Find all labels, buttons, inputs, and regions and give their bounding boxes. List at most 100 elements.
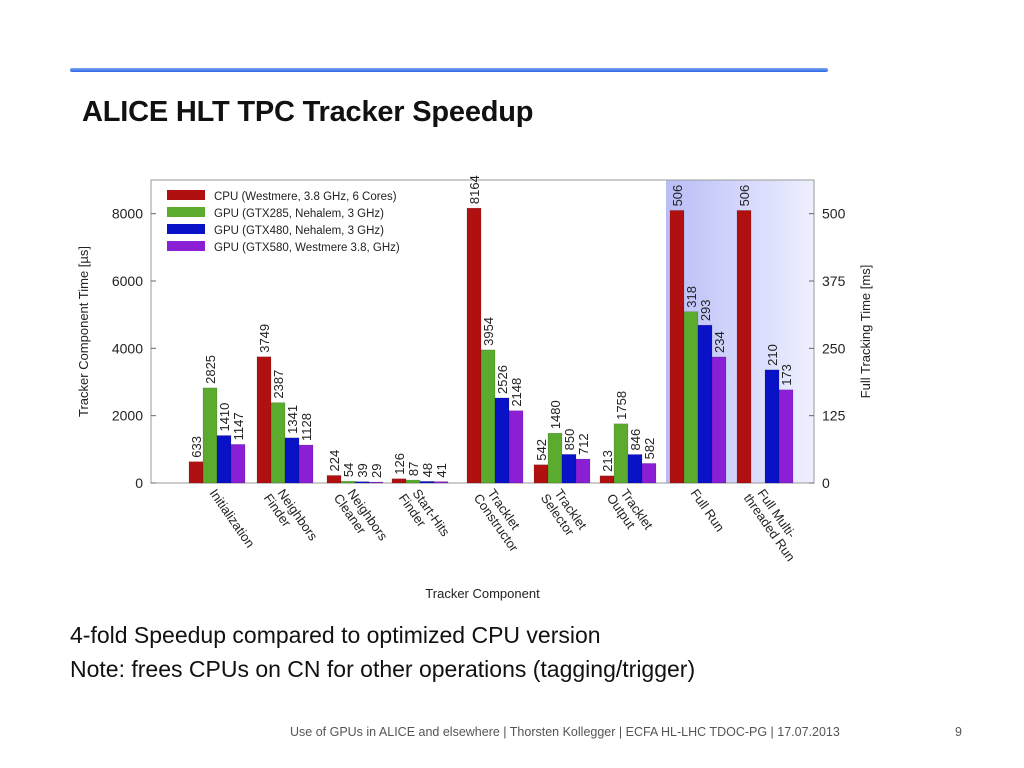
bar-label-8-0: 506 <box>737 185 752 207</box>
bar-label-4-1: 3954 <box>481 317 496 346</box>
bar-label-6-1: 1758 <box>614 391 629 420</box>
bar-label-2-1: 54 <box>341 463 356 477</box>
bar-label-7-2: 293 <box>698 299 713 321</box>
bar-8-2 <box>764 369 780 484</box>
bullet-note: Note: frees CPUs on CN for other operati… <box>70 656 696 682</box>
bar-label-0-2: 1410 <box>217 403 232 432</box>
legend-swatch-2 <box>167 224 205 234</box>
bar-3-2 <box>419 481 435 484</box>
bar-3-0 <box>391 478 407 484</box>
bar-label-5-2: 850 <box>562 429 577 451</box>
legend-swatch-1 <box>167 207 205 217</box>
y-right-axis-title: Full Tracking Time [ms] <box>858 265 873 399</box>
y-tick-label-0: 0 <box>135 475 143 491</box>
bar-4-0 <box>466 207 482 484</box>
bar-label-4-2: 2526 <box>495 365 510 394</box>
y-tick-label-1: 2000 <box>112 408 143 424</box>
bar-2-1 <box>340 480 356 484</box>
bar-5-2 <box>561 454 577 484</box>
bar-6-2 <box>627 454 643 484</box>
slide-title: ALICE HLT TPC Tracker Speedup <box>82 96 534 128</box>
bar-label-3-0: 126 <box>392 453 407 475</box>
y-tick-label-2: 4000 <box>112 340 143 356</box>
x-tick-label-3: Start-HitsFinder <box>396 483 453 548</box>
x-tick-label-8: Full Multi-threaded Run <box>741 483 810 564</box>
slide-footer: Use of GPUs in ALICE and elsewhere | Tho… <box>290 725 840 739</box>
bar-0-3 <box>230 444 246 484</box>
bar-label-4-0: 8164 <box>467 175 482 204</box>
bar-label-1-2: 1341 <box>285 405 300 434</box>
page-number: 9 <box>955 725 962 739</box>
bar-label-0-1: 2825 <box>203 355 218 384</box>
bullet-speedup: 4-fold Speedup compared to optimized CPU… <box>70 622 601 648</box>
title-underline <box>70 68 828 72</box>
bar-0-2 <box>216 435 232 484</box>
bar-label-5-0: 542 <box>534 439 549 461</box>
bar-label-2-0: 224 <box>327 450 342 472</box>
bar-0-1 <box>202 387 218 484</box>
bar-2-3 <box>368 481 384 484</box>
bar-label-1-0: 3749 <box>257 324 272 353</box>
x-tick-label-6: TrackletOutput <box>604 483 657 541</box>
bar-chart: 0 2000 4000 6000 8000 0 125 250 375 500 Tracker Co… <box>76 175 873 601</box>
legend-label-1: GPU (GTX285, Nehalem, 3 GHz) <box>214 208 384 220</box>
bar-label-6-2: 846 <box>628 429 643 451</box>
legend-label-0: CPU (Westmere, 3.8 GHz, 6 Cores) <box>214 191 397 203</box>
bar-3-1 <box>405 479 421 484</box>
x-tick-label-2: NeighborsCleaner <box>331 483 391 552</box>
bar-7-3 <box>711 356 727 484</box>
y-right-tick-label-3: 375 <box>822 273 846 289</box>
bar-8-3 <box>778 389 794 484</box>
y-right-tick-label-0: 0 <box>822 475 830 491</box>
bar-5-0 <box>533 464 549 484</box>
y-tick-label-4: 8000 <box>112 206 143 222</box>
x-tick-label-0: Initialization <box>207 486 258 550</box>
bar-1-3 <box>298 444 314 484</box>
bar-4-1 <box>480 349 496 484</box>
y-right-tick-label-2: 250 <box>822 340 846 356</box>
bar-5-1 <box>547 432 563 484</box>
x-tick-label-7: Full Run <box>688 486 728 534</box>
bar-label-7-1: 318 <box>684 286 699 308</box>
bar-label-8-3: 173 <box>779 364 794 386</box>
bar-7-0 <box>669 210 685 484</box>
bar-2-0 <box>326 475 342 484</box>
bar-label-3-3: 41 <box>434 463 449 477</box>
y-right-tick-label-1: 125 <box>822 408 846 424</box>
bar-label-6-3: 582 <box>642 438 657 460</box>
bar-6-1 <box>613 423 629 484</box>
x-tick-label-5: TrackletSelector <box>538 483 591 541</box>
y-right-tick-label-4: 500 <box>822 206 846 222</box>
bar-label-0-0: 633 <box>189 436 204 458</box>
bar-label-1-1: 2387 <box>271 370 286 399</box>
legend-swatch-3 <box>167 241 205 251</box>
bar-4-3 <box>508 410 524 484</box>
bar-5-3 <box>575 458 591 484</box>
bar-label-3-2: 48 <box>420 463 435 477</box>
bar-1-2 <box>284 437 300 484</box>
bar-0-0 <box>188 461 204 484</box>
y-axis-title: Tracker Component Time [µs] <box>76 246 91 417</box>
bar-label-5-3: 712 <box>576 433 591 455</box>
legend-swatch-0 <box>167 190 205 200</box>
bar-label-2-2: 39 <box>355 463 370 477</box>
bar-7-1 <box>683 311 699 484</box>
bar-8-0 <box>736 210 752 484</box>
y-tick-label-3: 6000 <box>112 273 143 289</box>
bar-6-3 <box>641 463 657 484</box>
bar-3-3 <box>433 481 449 484</box>
bar-label-5-1: 1480 <box>548 400 563 429</box>
x-tick-label-4: TrackletConstructor <box>471 483 534 555</box>
bar-label-4-3: 2148 <box>509 378 524 407</box>
bar-4-2 <box>494 397 510 484</box>
bar-label-0-3: 1147 <box>231 412 246 440</box>
x-tick-label-1: NeighborsFinder <box>261 483 321 552</box>
bar-label-8-2: 210 <box>765 344 780 366</box>
bar-label-7-3: 234 <box>712 331 727 353</box>
bar-7-2 <box>697 324 713 484</box>
legend-label-3: GPU (GTX580, Westmere 3.8, GHz) <box>214 242 400 254</box>
bar-label-6-0: 213 <box>600 450 615 472</box>
bar-label-2-3: 29 <box>369 464 384 478</box>
bar-2-2 <box>354 481 370 484</box>
bar-label-3-1: 87 <box>406 462 421 476</box>
